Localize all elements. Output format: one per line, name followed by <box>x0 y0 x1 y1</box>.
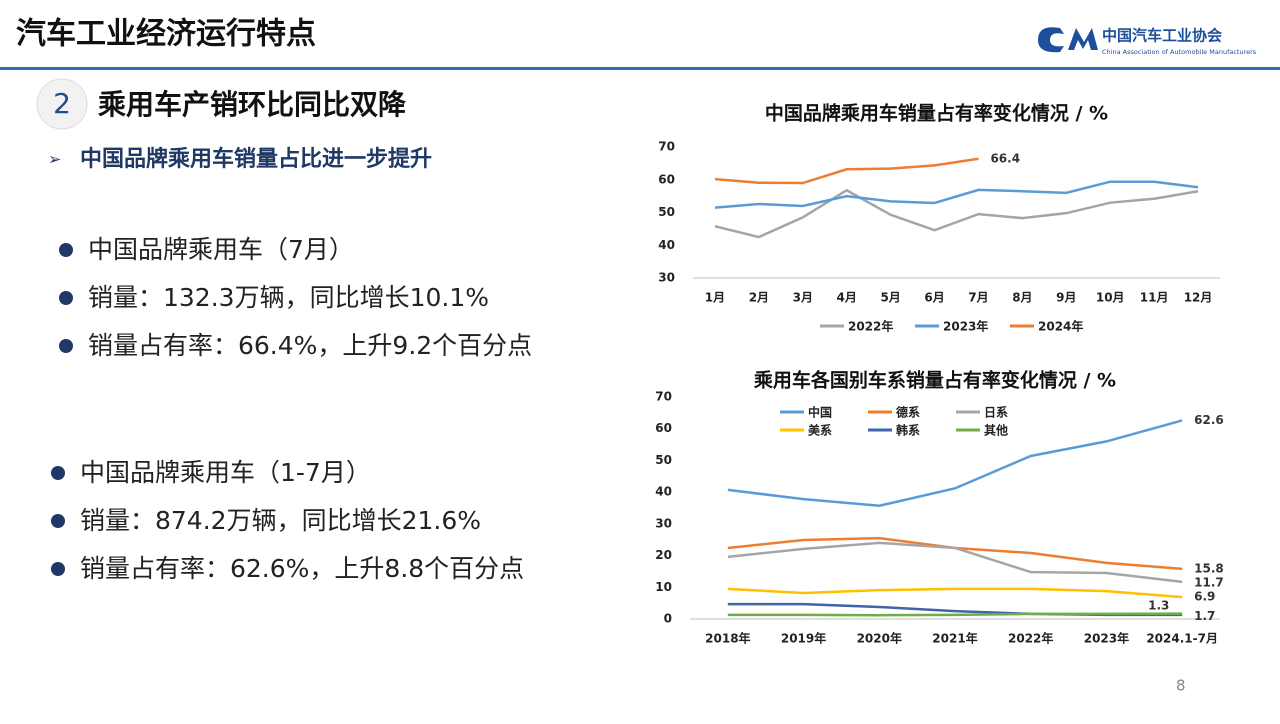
section-number: 2 <box>53 87 71 120</box>
series-line <box>714 180 1199 209</box>
legend-label: 2024年 <box>1038 319 1083 334</box>
y-tick-label: 30 <box>655 516 672 530</box>
page-number: 8 <box>1176 677 1186 695</box>
bullet-dot <box>51 562 65 576</box>
x-tick-label: 2021年 <box>932 631 977 646</box>
legend-label: 2023年 <box>943 319 988 334</box>
series-line <box>727 541 1183 584</box>
x-tick-label: 2022年 <box>1008 631 1053 646</box>
x-tick-label: 2024.1-7月 <box>1146 632 1218 646</box>
legend-label: 德系 <box>896 405 920 420</box>
x-tick-label: 9月 <box>1056 291 1076 305</box>
y-tick-label: 20 <box>655 548 672 562</box>
x-tick-label: 2018年 <box>705 631 750 646</box>
section-badge <box>36 78 88 130</box>
x-tick-label: 10月 <box>1096 291 1125 305</box>
x-tick-label: 2020年 <box>857 631 902 646</box>
data-label: 62.6 <box>1194 413 1224 427</box>
header-rule <box>0 67 1280 70</box>
data-label: 11.7 <box>1194 575 1224 589</box>
x-tick-label: 8月 <box>1012 291 1032 305</box>
y-tick-label: 60 <box>655 421 672 435</box>
series-line <box>727 419 1183 508</box>
x-tick-label: 4月 <box>837 291 857 305</box>
data-label: 15.8 <box>1194 561 1224 575</box>
data-label: 6.9 <box>1194 590 1215 604</box>
y-tick-label: 70 <box>655 390 672 404</box>
series-line <box>714 188 1199 239</box>
series-line <box>727 536 1183 571</box>
x-tick-label: 5月 <box>880 291 900 305</box>
subheading: 中国品牌乘用车销量占比进一步提升 <box>80 146 432 172</box>
legend-label: 美系 <box>808 423 832 438</box>
y-tick-label: 30 <box>658 271 675 285</box>
bullet-text: 销量占有率：62.6%，上升8.8个百分点 <box>80 554 524 583</box>
y-tick-label: 60 <box>658 172 675 186</box>
chart-title: 中国品牌乘用车销量占有率变化情况 / % <box>765 102 1108 125</box>
section-heading: 乘用车产销环比同比双降 <box>98 88 407 121</box>
logo-english: China Association of Automobile Manufact… <box>1102 48 1257 56</box>
bullet-text: 销量占有率：66.4%，上升9.2个百分点 <box>88 331 532 360</box>
bullet-text: 中国品牌乘用车（7月） <box>88 235 354 264</box>
bullet-dot <box>59 291 73 305</box>
x-tick-label: 3月 <box>793 291 813 305</box>
bullet-text: 销量：132.3万辆，同比增长10.1% <box>88 283 489 312</box>
bullet-dot <box>59 339 73 353</box>
slide-title: 汽车工业经济运行特点 <box>16 17 316 52</box>
logo-name: 中国汽车工业协会 <box>1102 27 1222 45</box>
series-line <box>714 157 979 185</box>
x-tick-label: 1月 <box>705 291 725 305</box>
bullet-dot <box>51 514 65 528</box>
legend-label: 2022年 <box>848 319 893 334</box>
x-tick-label: 2019年 <box>781 631 826 646</box>
series-line <box>727 587 1183 599</box>
bullet-text: 中国品牌乘用车（1-7月） <box>80 458 371 487</box>
data-label: 1.7 <box>1194 609 1215 623</box>
logo-mark <box>1038 27 1098 53</box>
x-tick-label: 6月 <box>924 291 944 305</box>
bullet-text: 销量：874.2万辆，同比增长21.6% <box>80 506 481 535</box>
y-tick-label: 40 <box>658 238 675 252</box>
y-tick-label: 50 <box>658 205 675 219</box>
data-label: 66.4 <box>990 151 1020 165</box>
x-tick-label: 12月 <box>1184 291 1213 305</box>
legend-label: 日系 <box>984 405 1008 420</box>
bullet-dot <box>59 243 73 257</box>
y-tick-label: 40 <box>655 485 672 499</box>
x-tick-label: 7月 <box>968 291 988 305</box>
x-tick-label: 11月 <box>1140 291 1169 305</box>
legend-label: 其他 <box>984 423 1008 438</box>
y-tick-label: 0 <box>664 612 672 626</box>
y-tick-label: 50 <box>655 453 672 467</box>
data-label: 1.3 <box>1148 598 1169 612</box>
x-tick-label: 2023年 <box>1084 631 1129 646</box>
chart-title: 乘用车各国别车系销量占有率变化情况 / % <box>753 369 1116 392</box>
legend-label: 韩系 <box>896 423 920 438</box>
y-tick-label: 70 <box>658 140 675 154</box>
bullet-dot <box>51 466 65 480</box>
y-tick-label: 10 <box>655 580 672 594</box>
series-line <box>727 612 1183 617</box>
legend-label: 中国 <box>808 405 832 420</box>
x-tick-label: 2月 <box>749 291 769 305</box>
arrow-icon: ➢ <box>48 150 61 169</box>
